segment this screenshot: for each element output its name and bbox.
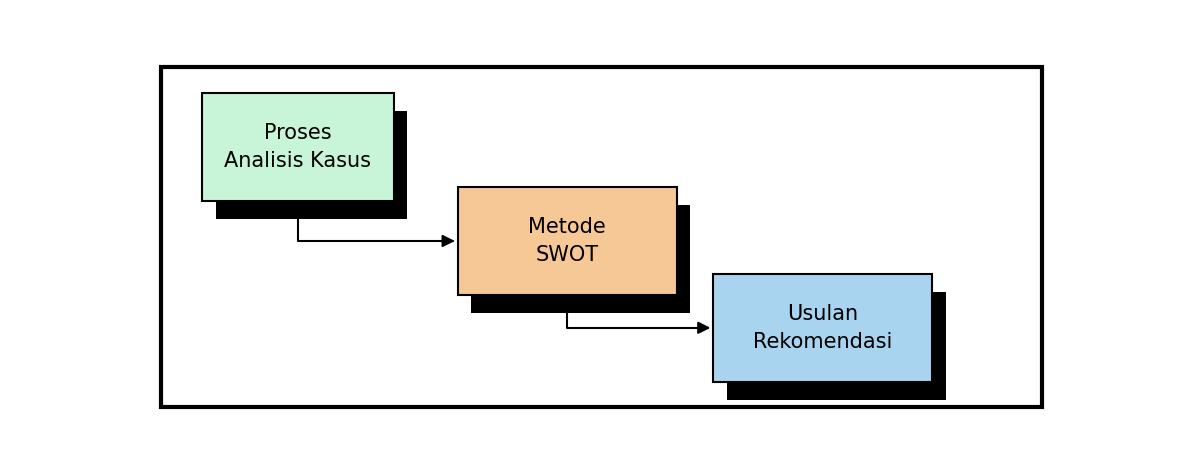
Bar bbox=[714, 274, 933, 382]
Bar bbox=[216, 111, 408, 219]
Text: Metode
SWOT: Metode SWOT bbox=[528, 217, 607, 265]
Text: Proses
Analisis Kasus: Proses Analisis Kasus bbox=[224, 123, 371, 171]
Bar bbox=[457, 187, 676, 295]
Bar bbox=[471, 205, 690, 313]
Bar bbox=[203, 93, 393, 201]
Text: Usulan
Rekomendasi: Usulan Rekomendasi bbox=[753, 304, 893, 352]
Bar bbox=[727, 291, 946, 400]
